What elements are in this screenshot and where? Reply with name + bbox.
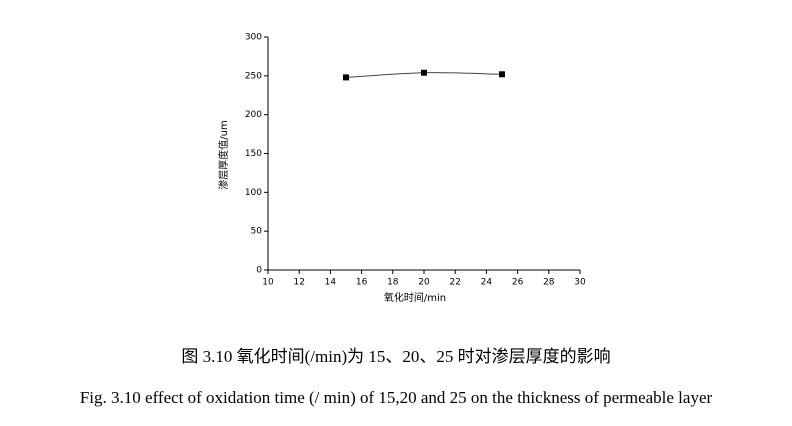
y-tick-label: 300 — [245, 33, 262, 43]
x-tick-label: 16 — [356, 278, 368, 288]
y-tick-label: 250 — [245, 71, 262, 81]
x-tick-label: 14 — [325, 278, 337, 288]
marker — [499, 71, 505, 78]
x-tick-label: 18 — [387, 278, 399, 288]
x-tick-label: 20 — [418, 278, 430, 288]
y-tick-label: 0 — [256, 266, 262, 276]
y-axis-label: 渗层厚度值/um — [217, 120, 230, 189]
y-tick-label: 150 — [245, 149, 262, 159]
x-tick-label: 12 — [293, 278, 304, 288]
marker — [421, 69, 427, 76]
x-tick-label: 28 — [543, 278, 555, 288]
x-tick-label: 30 — [574, 278, 586, 288]
marker — [343, 74, 349, 81]
y-tick-label: 100 — [245, 188, 262, 198]
caption: 图 3.10 氧化时间(/min)为 15、20、25 时对渗层厚度的影响 — [181, 347, 610, 366]
x-axis-label: 氧化时间/min — [384, 291, 446, 304]
x-tick-label: 22 — [449, 278, 460, 288]
x-tick-label: 26 — [512, 278, 524, 288]
y-tick-label: 50 — [251, 227, 263, 237]
y-tick-label: 200 — [245, 110, 262, 120]
caption: Fig. 3.10 effect of oxidation time (/ mi… — [80, 388, 713, 407]
x-tick-label: 24 — [481, 278, 493, 288]
x-tick-label: 10 — [262, 278, 274, 288]
